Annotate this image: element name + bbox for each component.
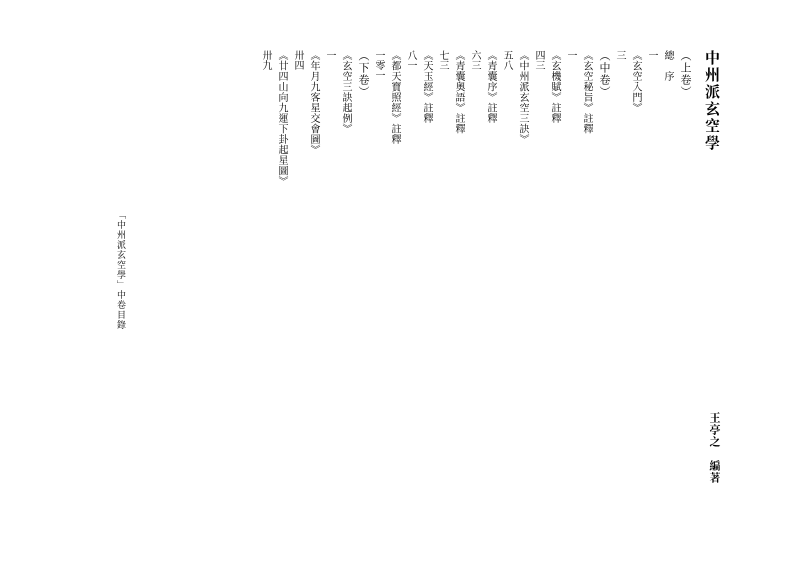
page-number: 一 bbox=[648, 50, 658, 60]
toc-entry: 總 序一 bbox=[648, 50, 674, 490]
title-text: 中州派玄空學 bbox=[705, 50, 720, 152]
entry-label: 《玄空三訣起例》 bbox=[342, 50, 352, 134]
volume-label: （上卷） bbox=[680, 50, 691, 98]
page-number: 五八 bbox=[503, 50, 513, 70]
volume-heading: （下卷） bbox=[358, 50, 369, 490]
entry-label: 《玄機賦》註釋 bbox=[551, 50, 561, 124]
entry-label: 《天玉經》註釋 bbox=[423, 50, 433, 124]
toc-entry: 《廿四山向九運下卦起星圖》卅九 bbox=[262, 50, 288, 490]
page-number: 一 bbox=[326, 50, 336, 60]
entry-label: 《青囊序》註釋 bbox=[487, 50, 497, 124]
toc-entry: 《青囊序》註釋六三 bbox=[471, 50, 497, 490]
toc-entry: 《青囊奧語》註釋七三 bbox=[439, 50, 465, 490]
toc-entry: 《玄空入門》三 bbox=[616, 50, 642, 490]
page-number: 一 bbox=[567, 50, 577, 60]
volume-heading: （上卷） bbox=[680, 50, 691, 490]
toc-entry: 《天玉經》註釋八一 bbox=[407, 50, 433, 490]
side-imprint bbox=[762, 70, 775, 200]
entry-label: 《中州派玄空三訣》 bbox=[519, 50, 529, 145]
page-number: 四三 bbox=[535, 50, 545, 70]
page-number: 卅九 bbox=[262, 50, 272, 70]
toc-entry: 《都天寶照經》註釋一零一 bbox=[375, 50, 401, 490]
page-number: 三 bbox=[616, 50, 626, 60]
entry-label: 《玄空秘旨》註釋 bbox=[583, 50, 593, 134]
toc-entry: 《玄空秘旨》註釋一 bbox=[567, 50, 593, 490]
table-of-contents-page: 中州派玄空學王亭之 編著（上卷）總 序一《玄空入門》三（中卷）《玄空秘旨》註釋一… bbox=[120, 50, 720, 535]
entry-label: 《年月九客星交會圖》 bbox=[310, 50, 320, 155]
volume-heading: （中卷） bbox=[599, 50, 610, 490]
volume-label: （下卷） bbox=[358, 50, 369, 98]
author-text: 王亭之 編著 bbox=[709, 412, 720, 484]
page-number: 八一 bbox=[407, 50, 417, 70]
page-number: 六三 bbox=[471, 50, 481, 70]
volume-label: （中卷） bbox=[599, 50, 610, 98]
page-number: 一零一 bbox=[375, 50, 385, 80]
toc-entry: 《玄機賦》註釋四三 bbox=[535, 50, 561, 490]
entry-label: 《都天寶照經》註釋 bbox=[391, 50, 401, 145]
entry-label: 《玄空入門》 bbox=[632, 50, 642, 113]
book-title: 中州派玄空學王亭之 編著 bbox=[705, 50, 720, 490]
page-number: 七三 bbox=[439, 50, 449, 70]
page-number: 卅四 bbox=[294, 50, 304, 70]
toc-entry: 《年月九客星交會圖》卅四 bbox=[294, 50, 320, 490]
entry-label: 《廿四山向九運下卦起星圖》 bbox=[278, 50, 288, 187]
entry-label: 《青囊奧語》註釋 bbox=[455, 50, 465, 134]
footer-caption: 「中州派玄空學」中卷目錄 bbox=[115, 210, 128, 330]
toc-entry: 《中州派玄空三訣》五八 bbox=[503, 50, 529, 490]
entry-label: 總 序 bbox=[664, 50, 674, 82]
toc-entry: 《玄空三訣起例》一 bbox=[326, 50, 352, 490]
